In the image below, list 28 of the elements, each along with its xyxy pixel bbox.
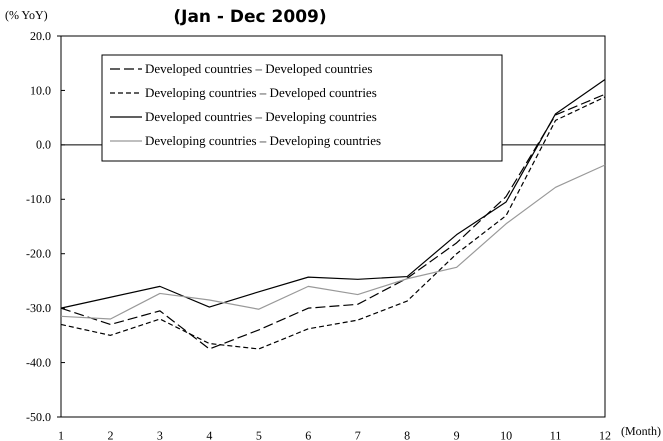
x-tick-label: 3 [156, 428, 163, 441]
x-tick-label: 11 [550, 428, 562, 441]
y-tick-label: -50.0 [26, 410, 51, 424]
y-tick-label: -40.0 [26, 355, 51, 370]
legend-label: Developed countries – Developing countries [145, 109, 377, 124]
x-axis-title: (Month) [621, 424, 661, 438]
y-tick-label: 10.0 [30, 83, 51, 98]
x-tick-label: 2 [107, 428, 114, 441]
x-tick-label: 8 [404, 428, 410, 441]
legend-label: Developing countries – Developed countries [145, 85, 377, 100]
y-tick-label: 0.0 [36, 138, 51, 152]
x-tick-label: 4 [206, 428, 212, 441]
y-axis-title: (% YoY) [5, 8, 48, 22]
x-tick-label: 1 [58, 428, 64, 441]
x-tick-label: 7 [354, 428, 361, 441]
legend-label: Developing countries – Developing countries [145, 133, 382, 148]
y-tick-label: -20.0 [26, 246, 51, 261]
x-tick-label: 5 [256, 428, 262, 441]
x-tick-label: 12 [599, 428, 611, 441]
y-tick-label: 20.0 [30, 28, 51, 43]
line-series [60, 164, 606, 320]
chart-title: (Jan - Dec 2009) [173, 7, 327, 27]
x-tick-label: 6 [305, 428, 312, 441]
legend-label: Developed countries – Developed countries [145, 61, 372, 76]
x-tick-label: 9 [454, 428, 460, 441]
x-tick-label: 10 [500, 428, 512, 441]
y-tick-label: -30.0 [26, 300, 51, 315]
y-tick-label: -10.0 [26, 192, 51, 206]
